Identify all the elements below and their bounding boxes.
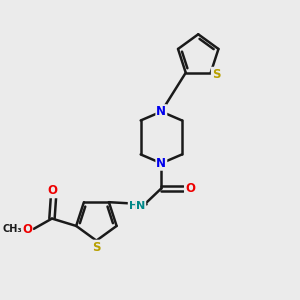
Text: O: O xyxy=(48,184,58,197)
Text: O: O xyxy=(185,182,195,195)
Text: S: S xyxy=(212,68,220,81)
Text: CH₃: CH₃ xyxy=(3,224,22,234)
Text: N: N xyxy=(136,201,145,211)
Text: H: H xyxy=(129,201,138,211)
Text: O: O xyxy=(22,223,32,236)
Text: S: S xyxy=(92,241,100,254)
Text: N: N xyxy=(156,157,166,170)
Text: N: N xyxy=(156,105,166,118)
